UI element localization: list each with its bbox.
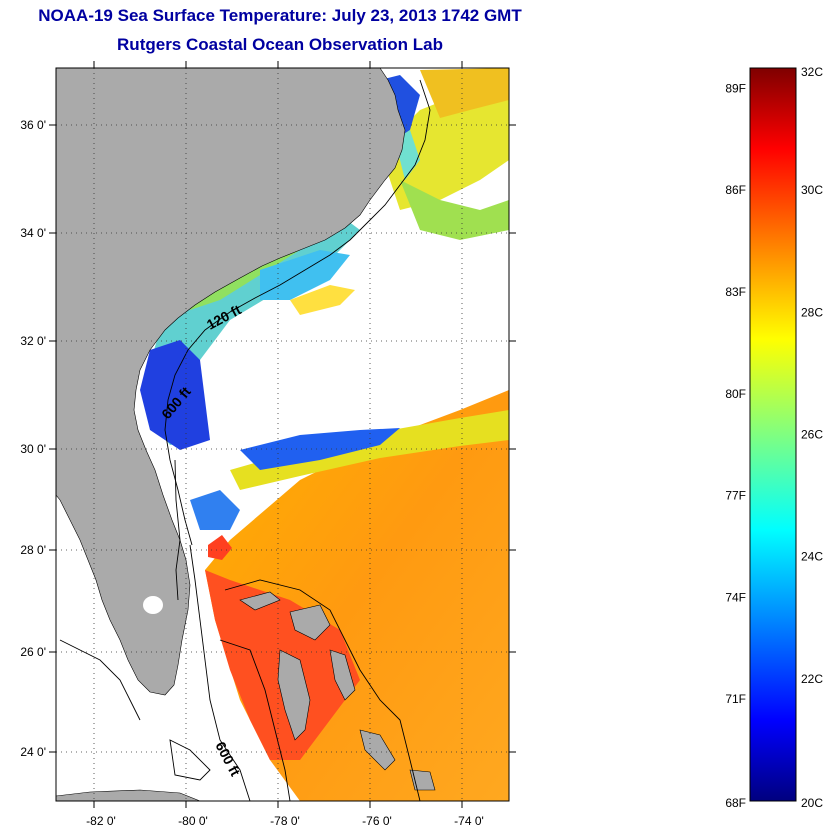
colorbar-fahrenheit-label: 80F: [725, 387, 746, 401]
lon-tick-label: -80 0': [178, 814, 208, 828]
map-title: NOAA-19 Sea Surface Temperature: July 23…: [38, 6, 522, 25]
bathymetry-contours: [59, 79, 431, 801]
colorbar-celsius-label: 32C: [801, 65, 823, 79]
colorbar-fahrenheit-label: 83F: [725, 285, 746, 299]
colorbar-fahrenheit-label: 71F: [725, 692, 746, 706]
colorbar-fahrenheit-label: 77F: [725, 489, 746, 503]
lon-tick-label: -78 0': [270, 814, 300, 828]
graticule: [56, 68, 509, 801]
colorbar-celsius-label: 30C: [801, 183, 823, 197]
map-subtitle: Rutgers Coastal Ocean Observation Lab: [117, 35, 443, 54]
lon-tick-label: -76 0': [362, 814, 392, 828]
lat-tick-label: 30 0': [20, 442, 46, 456]
colorbar-fahrenheit-label: 68F: [725, 796, 746, 810]
map-frame: [55, 67, 510, 802]
colorbar-fahrenheit-label: 86F: [725, 183, 746, 197]
colorbar-celsius-label: 20C: [801, 796, 823, 810]
lon-tick-label: -74 0': [454, 814, 484, 828]
colorbar-celsius-label: 22C: [801, 672, 823, 686]
colorbar-fahrenheit-label: 89F: [725, 81, 746, 95]
lat-tick-label: 24 0': [20, 745, 46, 759]
colorbar-celsius-label: 26C: [801, 428, 823, 442]
lon-tick-label: -82 0': [86, 814, 116, 828]
cuba-land: [56, 789, 201, 801]
lat-tick-label: 34 0': [20, 226, 46, 240]
temperature-colorbar: 32C 30C 28C 26C 24C 22C 20C 89F 86F 83F 80F 77F 74F…: [725, 65, 823, 810]
colorbar-celsius-label: 28C: [801, 305, 823, 319]
bahamas-islands: [239, 591, 436, 791]
colorbar-fahrenheit-label: 74F: [725, 590, 746, 604]
lake-okeechobee: [143, 596, 163, 614]
us-land: [56, 68, 406, 696]
lat-tick-label: 36 0': [20, 118, 46, 132]
lat-tick-label: 26 0': [20, 645, 46, 659]
axis-ticks: [49, 61, 516, 808]
lat-tick-label: 32 0': [20, 334, 46, 348]
sst-data-layer: [140, 68, 509, 801]
colorbar-gradient: [749, 67, 797, 802]
colorbar-celsius-label: 24C: [801, 550, 823, 564]
lat-tick-label: 28 0': [20, 543, 46, 557]
